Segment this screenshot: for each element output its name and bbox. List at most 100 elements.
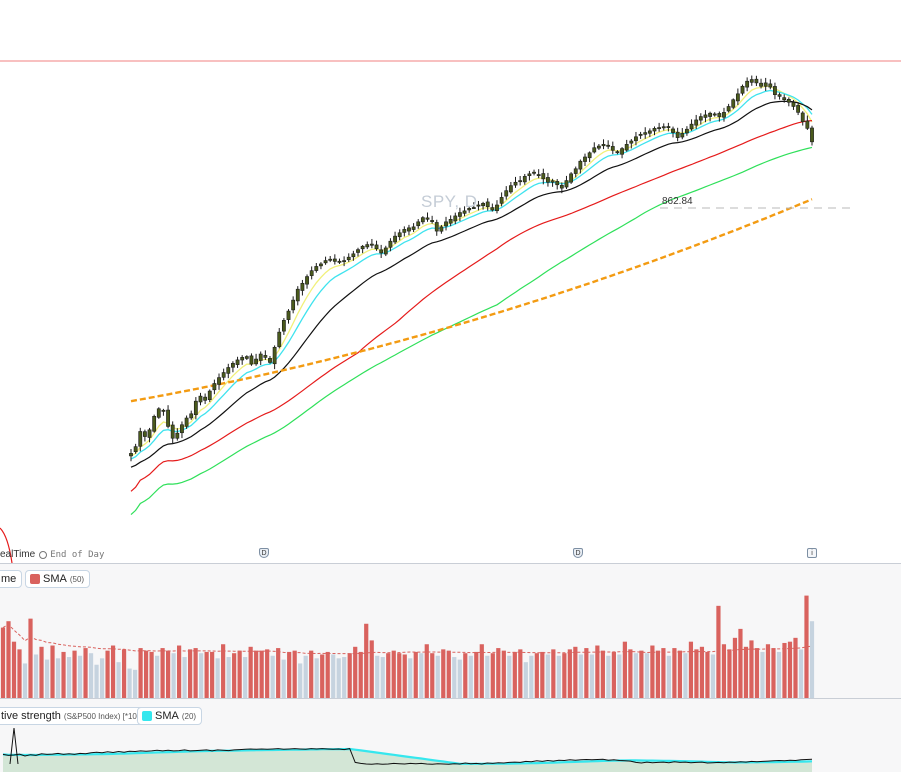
volume-bar: [501, 650, 506, 698]
volume-bar: [287, 651, 292, 698]
volume-bar: [259, 650, 264, 698]
candle-body: [513, 181, 518, 186]
pane-separator[interactable]: [0, 698, 901, 699]
volume-bar: [77, 655, 83, 698]
candle-body: [453, 215, 458, 222]
candle-body: [351, 253, 356, 258]
candle-body: [796, 105, 801, 113]
volume-bar: [17, 649, 22, 698]
volume-bar: [177, 645, 182, 698]
candle-body: [203, 396, 208, 401]
candle-body: [559, 185, 564, 189]
volume-bar: [226, 657, 231, 698]
candle-body: [587, 152, 592, 159]
dividend-marker-icon[interactable]: D: [573, 548, 583, 558]
candle-body: [536, 174, 541, 177]
pane-separator[interactable]: [0, 563, 901, 564]
volume-bar: [732, 637, 738, 698]
candle-body: [495, 204, 499, 212]
candle-body: [170, 424, 175, 439]
candle-body: [430, 220, 435, 222]
rs-legend-chip[interactable]: tive strength (S&P500 Index) [*10]: [0, 707, 146, 725]
candle-body: [337, 260, 342, 263]
candle-body: [133, 446, 138, 453]
candle-body: [490, 207, 495, 211]
candle-body: [657, 127, 662, 130]
volume-legend-chip[interactable]: me: [0, 570, 23, 588]
volume-bar: [578, 654, 583, 698]
volume-bar: [639, 650, 644, 698]
ma-orange-dashed-line: [130, 198, 813, 403]
candle-body: [726, 106, 731, 112]
data-mode-row: ealTime End of Day: [0, 549, 104, 560]
end-of-day-option[interactable]: End of Day: [39, 550, 104, 560]
volume-bar: [72, 650, 77, 698]
candle-body: [217, 377, 221, 385]
volume-bar: [105, 650, 110, 698]
candle-body: [365, 244, 370, 248]
candle-body: [810, 127, 814, 143]
volume-bar: [760, 651, 765, 698]
volume-bar: [441, 649, 446, 698]
volume-bar: [446, 650, 451, 698]
rs-sma-param: (20): [181, 711, 197, 721]
volume-bar: [402, 654, 407, 698]
volume-bar: [391, 650, 396, 698]
volume-bar: [292, 650, 297, 698]
volume-bar: [771, 648, 776, 698]
rs-sma-legend-chip[interactable]: SMA (20): [137, 707, 203, 725]
candle-body: [383, 247, 388, 255]
volume-bar: [408, 658, 413, 698]
candle-body: [786, 98, 791, 103]
candle-body: [698, 116, 703, 121]
candle-body: [221, 372, 226, 378]
rs-spike: [9, 727, 19, 765]
volume-bar: [463, 653, 468, 698]
volume-bar: [166, 650, 171, 698]
volume-bar: [512, 651, 517, 698]
volume-sma-line: [2, 623, 813, 655]
candle-body: [166, 409, 170, 427]
candle-body: [434, 222, 439, 232]
volume-bar: [364, 623, 369, 698]
volume-bar: [600, 650, 605, 698]
volume-bar: [688, 641, 694, 698]
dividend-marker-icon[interactable]: D: [259, 548, 269, 558]
volume-bar: [199, 653, 204, 698]
info-marker-icon[interactable]: i: [807, 548, 817, 558]
candle-body: [342, 260, 347, 263]
candle-body: [675, 131, 680, 138]
volume-bar: [270, 655, 275, 698]
volume-bar: [628, 649, 633, 698]
candle-body: [666, 126, 671, 128]
volume-bar: [94, 664, 99, 698]
volume-bar: [221, 644, 226, 698]
volume-bar: [303, 655, 308, 698]
candle-body: [249, 355, 254, 365]
candle-body: [346, 256, 351, 261]
candle-body: [634, 136, 638, 142]
radio-icon[interactable]: [39, 550, 48, 559]
volume-bar: [309, 650, 314, 698]
realtime-option[interactable]: ealTime: [0, 549, 36, 560]
candle-body: [258, 353, 263, 361]
candle-body: [420, 217, 425, 223]
candle-body: [142, 431, 147, 437]
volume-bar: [661, 648, 666, 698]
rs-fill-area: [3, 749, 812, 772]
volume-bar: [397, 653, 402, 698]
candle-body: [782, 97, 787, 101]
candle-body: [620, 148, 624, 155]
volume-sma-param: (50): [69, 574, 85, 584]
candle-body: [717, 113, 722, 117]
volume-sma-legend-chip[interactable]: SMA (50): [25, 570, 91, 588]
candle-body: [731, 99, 736, 108]
volume-bar: [683, 653, 688, 698]
volume-bar: [479, 644, 484, 698]
volume-bar: [132, 669, 138, 698]
volume-bar: [358, 651, 363, 698]
volume-bar: [232, 653, 237, 698]
candle-body: [735, 93, 740, 102]
volume-bar: [375, 655, 380, 698]
volume-bar: [721, 644, 727, 698]
